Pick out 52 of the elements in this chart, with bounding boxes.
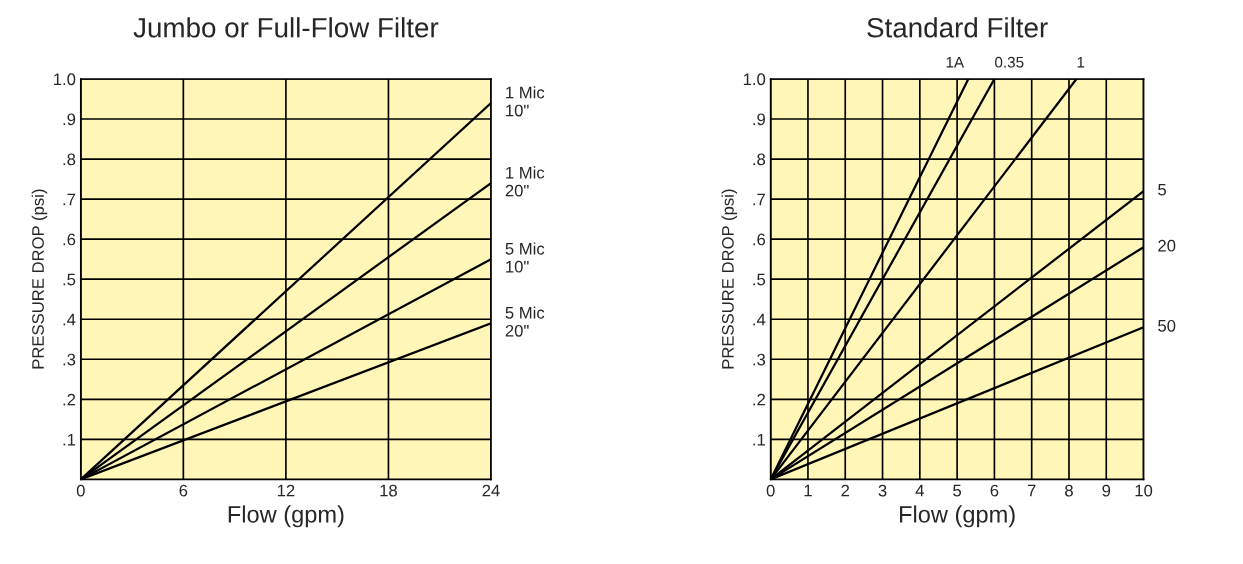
y-tick-label: .4 <box>753 313 766 326</box>
chart-title: Jumbo or Full-Flow Filter <box>133 17 439 38</box>
x-tick-label: 2 <box>841 484 850 497</box>
series-label: 1 <box>1077 56 1085 68</box>
y-tick-label: .6 <box>753 233 766 246</box>
y-tick-label: .8 <box>63 153 76 166</box>
y-tick-label: 1.0 <box>743 73 766 86</box>
y-tick-label: .5 <box>63 273 76 286</box>
x-tick-label: 6 <box>990 484 999 497</box>
y-tick-label: .7 <box>753 193 765 206</box>
y-tick-label: .5 <box>753 273 766 286</box>
x-tick-label: 3 <box>878 484 887 497</box>
y-tick-label: .3 <box>753 353 766 366</box>
y-tick-label: .9 <box>63 113 76 126</box>
series-label: 1A <box>946 56 965 68</box>
y-tick-label: .9 <box>753 113 766 126</box>
x-axis-title: Flow (gpm) <box>228 505 344 528</box>
x-tick-label: 1 <box>804 484 812 497</box>
x-axis-title: Flow (gpm) <box>900 505 1015 528</box>
series-label: 20 <box>1158 239 1176 252</box>
y-tick-label: .8 <box>753 153 766 166</box>
y-tick-label: .4 <box>63 313 76 326</box>
x-tick-label: 8 <box>1065 484 1073 497</box>
x-tick-label: 4 <box>915 484 924 497</box>
x-tick-label: 12 <box>277 484 295 497</box>
x-tick-label: 24 <box>482 484 500 497</box>
series-label: 5 <box>1158 183 1167 196</box>
x-tick-label: 7 <box>1027 484 1036 497</box>
y-tick-label: .2 <box>753 393 765 406</box>
series-label: 1 Mic 10" <box>506 86 545 117</box>
y-tick-label: .1 <box>63 433 76 446</box>
series-label: 5 Mic 10" <box>505 242 545 273</box>
y-tick-label: .7 <box>63 193 76 206</box>
y-tick-label: 1.0 <box>54 73 76 86</box>
series-label: 1 Mic 20" <box>505 166 545 197</box>
x-tick-label: 0 <box>766 484 775 497</box>
x-tick-label: 9 <box>1102 484 1111 497</box>
y-axis-title: PRESSURE DROP (psi) <box>721 189 738 369</box>
series-label: 5 Mic 20" <box>505 306 545 337</box>
x-tick-label: 18 <box>380 484 397 497</box>
y-tick-label: .1 <box>753 433 765 446</box>
series-label: 0.35 <box>995 56 1024 68</box>
y-tick-label: .6 <box>63 233 76 246</box>
y-tick-label: .3 <box>63 353 76 366</box>
x-tick-label: 5 <box>953 484 962 497</box>
series-label: 50 <box>1158 319 1176 332</box>
x-tick-label: 0 <box>76 484 85 497</box>
y-tick-label: .2 <box>63 393 76 406</box>
chart-title: Standard Filter <box>867 17 1048 38</box>
x-tick-label: 6 <box>179 484 188 497</box>
y-axis-title: PRESSURE DROP (psi) <box>31 189 48 369</box>
x-tick-label: 10 <box>1135 484 1153 497</box>
